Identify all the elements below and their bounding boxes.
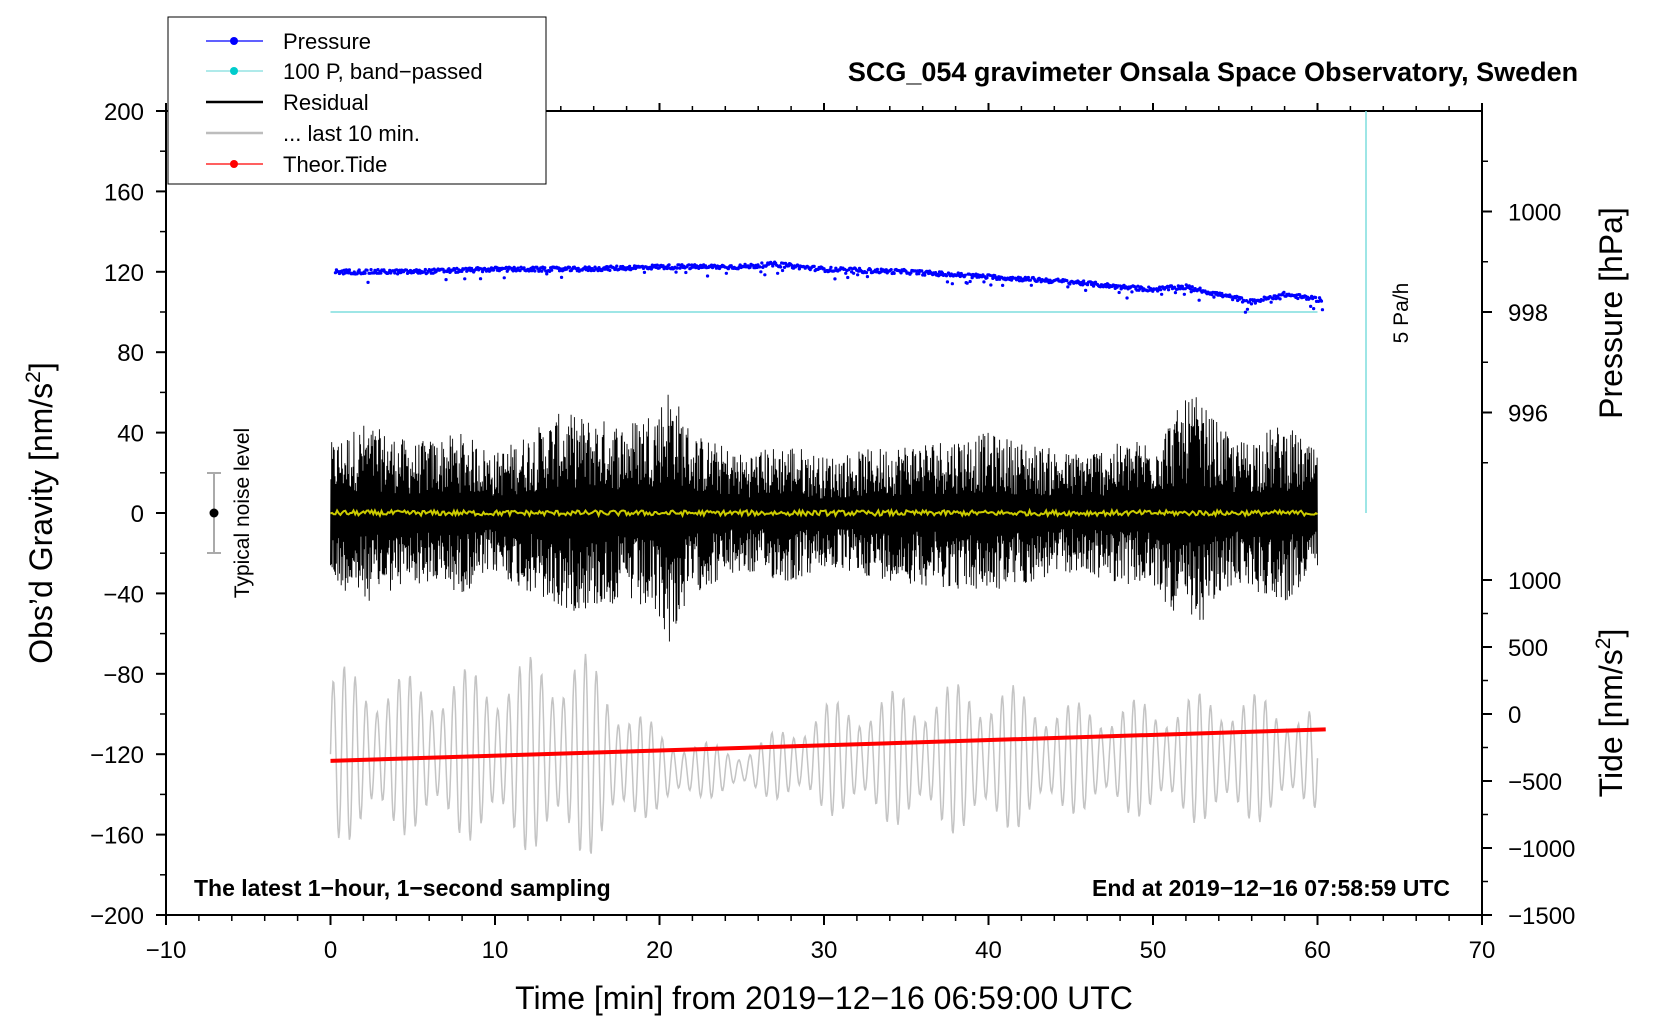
y-axis-tide: 1000 500 0 −500 −1000 −1500	[1482, 568, 1575, 930]
tide-tick-label: 1000	[1508, 568, 1561, 595]
legend-label-1: 100 P, band−passed	[283, 59, 483, 84]
smoothed-residual-series	[330, 507, 1319, 519]
pressure-points	[333, 260, 1325, 314]
x-tick-label: 50	[1140, 937, 1167, 964]
legend-box	[167, 16, 547, 185]
y-tick-label: −160	[90, 823, 144, 850]
noise-level-bar	[207, 472, 221, 554]
y-tick-label: 0	[131, 501, 144, 528]
pressure-tick-label: 996	[1508, 401, 1548, 428]
y-axis-pressure: 1000 998 996	[1482, 160, 1561, 464]
y-tick-label: −200	[90, 903, 144, 930]
pressure-tick-label: 998	[1508, 300, 1548, 327]
chart-title: SCG_054 gravimeter Onsala Space Observat…	[848, 57, 1578, 87]
y-tick-label: −40	[103, 581, 144, 608]
legend-label-0: Pressure	[283, 29, 371, 54]
y-axis-gravity: 200 160 120 80 40 0 −40 −80 −120 −160 −200	[90, 99, 166, 930]
legend: Pressure 100 P, band−passed Residual ... la…	[167, 16, 547, 185]
x-tick-label: 10	[482, 937, 509, 964]
annotation-sampling: The latest 1−hour, 1−second sampling	[194, 875, 611, 901]
tide-tick-label: −500	[1508, 769, 1562, 796]
tide-line	[330, 727, 1326, 763]
tide-tick-label: −1000	[1508, 836, 1575, 863]
legend-label-2: Residual	[283, 90, 369, 115]
y-axis-label-gravity: Obs’d Gravity [nm/s2]	[22, 362, 59, 664]
x-axis: −10 0 10 20 30 40 50 60 70	[146, 103, 1496, 964]
tide-tick-label: 0	[1508, 702, 1521, 729]
last10-line	[329, 653, 1319, 854]
smoothed-residual-line	[330, 507, 1319, 519]
y-axis-label-tide: Tide [nm/s2]	[1592, 629, 1629, 798]
legend-marker-1	[230, 67, 238, 75]
x-tick-label: 40	[975, 937, 1002, 964]
annotation-end-time: End at 2019−12−16 07:58:59 UTC	[1092, 875, 1450, 901]
pressure-rate-scale-label: 5 Pa/h	[1390, 283, 1413, 344]
legend-label-4: Theor.Tide	[283, 152, 387, 177]
last10-series	[329, 653, 1319, 854]
x-tick-label: 60	[1304, 937, 1331, 964]
x-tick-label: 0	[324, 937, 337, 964]
y-tick-label: 80	[117, 340, 144, 367]
x-axis-label: Time [min] from 2019−12−16 06:59:00 UTC	[515, 980, 1133, 1016]
y-tick-label: −120	[90, 742, 144, 769]
x-tick-label: 70	[1469, 937, 1496, 964]
legend-marker-4	[230, 160, 238, 168]
noise-level-label: Typical noise level	[231, 428, 254, 598]
tide-tick-label: 500	[1508, 635, 1548, 662]
y-tick-label: 200	[104, 99, 144, 126]
x-tick-label: 20	[646, 937, 673, 964]
residual-series	[330, 394, 1318, 642]
y-tick-label: 120	[104, 260, 144, 287]
legend-label-3: ... last 10 min.	[283, 121, 420, 146]
y-tick-label: −80	[103, 662, 144, 689]
legend-marker-0	[230, 37, 238, 45]
residual-line	[330, 394, 1318, 642]
pressure-series	[333, 260, 1325, 314]
pressure-tick-label: 1000	[1508, 200, 1561, 227]
tide-tick-label: −1500	[1508, 903, 1575, 930]
y-tick-label: 40	[117, 421, 144, 448]
y-axis-label-pressure: Pressure [hPa]	[1593, 207, 1629, 419]
x-tick-label: 30	[811, 937, 838, 964]
y-tick-label: 160	[104, 179, 144, 206]
tide-series	[330, 727, 1326, 763]
x-tick-label: −10	[146, 937, 187, 964]
